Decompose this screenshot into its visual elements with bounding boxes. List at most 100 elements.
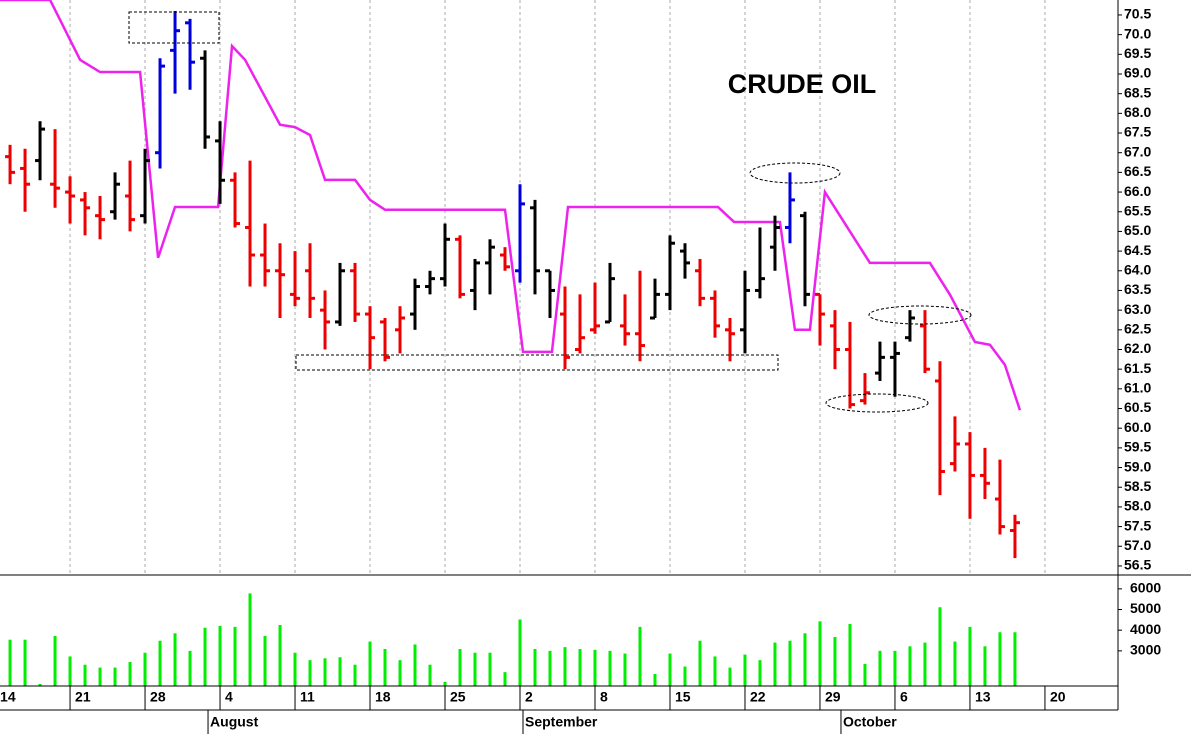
annotation-ellipse [749, 162, 841, 184]
volume-bar [503, 672, 507, 686]
y-tick-label: 61.5 [1124, 360, 1151, 376]
volume-bar [428, 664, 432, 686]
volume-bar [383, 649, 387, 686]
plot-layer: 56.5 57.0 57.5 58.0 58.5 59.0 59.5 60.0 60.5 61.0… [0, 0, 1161, 734]
x-tick-label: 14 [0, 689, 16, 705]
volume-bar [803, 633, 807, 686]
volume-bar [38, 683, 42, 686]
volume-bar [533, 649, 537, 686]
volume-bar [578, 649, 582, 686]
volume-bar [833, 637, 837, 686]
volume-bar [968, 626, 972, 686]
x-tick-label: 18 [375, 689, 391, 705]
volume-bar [203, 627, 207, 686]
volume-bar [128, 662, 132, 686]
volume-bar [308, 660, 312, 686]
volume-bar [563, 647, 567, 686]
volume-bar [263, 635, 267, 686]
month-label: September [525, 714, 598, 730]
y-tick-label: 61.0 [1124, 380, 1151, 396]
y-tick-label: 64.0 [1124, 261, 1151, 277]
y-tick-label: 6000 [1130, 580, 1161, 596]
x-tick-label: 28 [150, 689, 166, 705]
volume-bar [458, 649, 462, 686]
y-tick-label: 69.5 [1124, 45, 1151, 61]
y-tick-label: 65.5 [1124, 202, 1151, 218]
annotation-ellipse [825, 393, 929, 413]
y-tick-label: 5000 [1130, 600, 1161, 616]
volume-bar [818, 621, 822, 686]
x-tick-label: 29 [825, 689, 841, 705]
volume-bar [938, 607, 942, 686]
volume-bar [143, 652, 147, 686]
volume-bar [848, 623, 852, 686]
volume-bar [278, 625, 282, 686]
volume-bar [518, 619, 522, 686]
x-tick-label: 13 [975, 689, 991, 705]
volume-bar [53, 635, 57, 686]
y-tick-label: 67.0 [1124, 143, 1151, 159]
volume-bar [623, 653, 627, 686]
y-tick-label: 60.5 [1124, 399, 1151, 415]
overlay-line [0, 0, 1022, 411]
volume-bar [68, 656, 72, 686]
y-tick-label: 63.0 [1124, 301, 1151, 317]
y-tick-label: 59.0 [1124, 458, 1151, 474]
volume-bar [998, 632, 1002, 686]
volume-bar [443, 681, 447, 686]
volume-bar [908, 646, 912, 686]
volume-bar [83, 664, 87, 686]
chart-title: CRUDE OIL [728, 69, 877, 99]
volume-bar [98, 667, 102, 686]
y-tick-label: 68.5 [1124, 84, 1151, 100]
y-tick-label: 59.5 [1124, 439, 1151, 455]
volume-bar [683, 666, 687, 686]
y-tick-label: 3000 [1130, 642, 1161, 658]
x-tick-label: 2 [525, 689, 533, 705]
volume-bar [173, 633, 177, 686]
y-tick-label: 67.5 [1124, 124, 1151, 140]
x-tick-label: 15 [675, 689, 691, 705]
volume-bar [473, 652, 477, 686]
volume-bar [293, 652, 297, 686]
x-tick-label: 25 [450, 689, 466, 705]
y-tick-label: 58.0 [1124, 498, 1151, 514]
month-label: August [210, 714, 259, 730]
volume-bar [398, 660, 402, 686]
volume-bar [413, 644, 417, 686]
volume-bar [728, 667, 732, 686]
y-tick-label: 57.5 [1124, 517, 1151, 533]
volume-bar [338, 657, 342, 686]
volume-bar [953, 641, 957, 686]
y-tick-label: 60.0 [1124, 419, 1151, 435]
volume-bar [323, 658, 327, 686]
volume-bar [653, 674, 657, 686]
y-tick-label: 66.0 [1124, 183, 1151, 199]
x-tick-label: 20 [1050, 689, 1066, 705]
y-tick-label: 57.0 [1124, 537, 1151, 553]
volume-bar [218, 625, 222, 686]
volume-bar [758, 660, 762, 686]
annotation-box [128, 11, 220, 44]
y-tick-label: 62.0 [1124, 340, 1151, 356]
y-tick-label: 58.5 [1124, 478, 1151, 494]
volume-bar [773, 642, 777, 686]
volume-bar [8, 639, 12, 686]
volume-bar [638, 626, 642, 686]
volume-bar [113, 667, 117, 686]
y-tick-label: 64.5 [1124, 242, 1151, 258]
volume-bar [368, 641, 372, 686]
y-tick-label: 66.5 [1124, 163, 1151, 179]
y-tick-label: 56.5 [1124, 557, 1151, 573]
volume-bar [248, 593, 252, 686]
volume-bar [893, 650, 897, 686]
y-tick-label: 62.5 [1124, 321, 1151, 337]
volume-bar [353, 664, 357, 686]
volume-bar [878, 650, 882, 686]
y-tick-label: 68.0 [1124, 104, 1151, 120]
volume-bar [668, 653, 672, 686]
x-tick-label: 6 [900, 689, 908, 705]
